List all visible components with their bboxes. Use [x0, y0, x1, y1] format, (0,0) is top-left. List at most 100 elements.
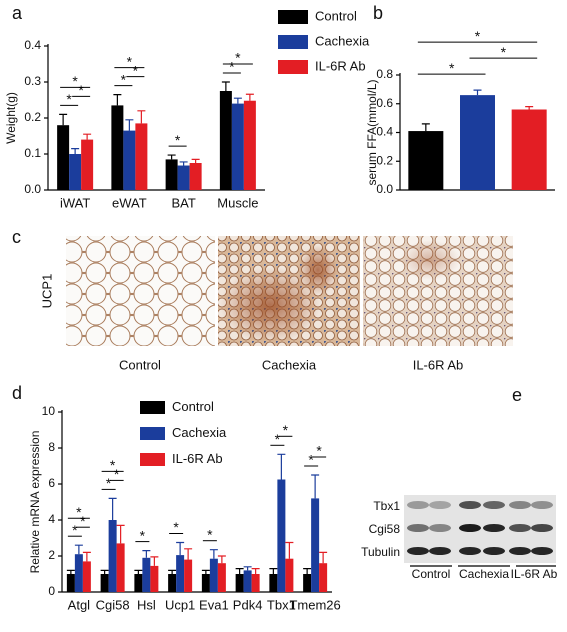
x-tick-label: Ucp1	[165, 597, 195, 612]
caption: Cachexia	[262, 357, 317, 372]
significance-label: *	[78, 82, 84, 98]
bar	[168, 574, 177, 592]
x-tick-label: Atgl	[68, 597, 91, 612]
bar	[408, 131, 444, 190]
error-bar	[277, 453, 286, 480]
significance-label: *	[275, 431, 281, 447]
significance-label: *	[316, 443, 322, 459]
bar	[116, 543, 125, 592]
significance-label: *	[308, 452, 314, 468]
band	[531, 501, 553, 509]
y-tick-label: 6	[48, 476, 55, 490]
error-bar	[285, 541, 294, 559]
bar	[277, 479, 286, 592]
bar	[460, 95, 495, 190]
error-bar	[59, 113, 68, 126]
bar	[319, 563, 328, 592]
legend-swatch	[278, 35, 308, 49]
band	[483, 501, 505, 509]
stain	[298, 245, 338, 295]
band	[531, 524, 553, 532]
row-label: Tubulin	[361, 545, 400, 559]
x-tick-label: Eva1	[199, 597, 229, 612]
band	[531, 547, 553, 555]
x-tick-label: eWAT	[112, 195, 147, 210]
y-tick-label: 0.4	[376, 125, 393, 139]
error-bar	[243, 566, 252, 571]
bar	[123, 130, 136, 190]
error-bar	[191, 158, 200, 163]
significance-label: *	[121, 71, 127, 87]
band	[429, 501, 451, 509]
error-bar	[311, 474, 320, 499]
error-bar	[100, 569, 109, 574]
row-label: UCP1	[39, 274, 54, 309]
x-tick-label: iWAT	[60, 195, 90, 210]
bar	[69, 154, 82, 190]
y-axis-label: serum FFA(mmol/L)	[365, 79, 379, 185]
row-label: Cgi58	[369, 522, 401, 536]
error-bar	[319, 551, 328, 564]
bar	[165, 159, 178, 190]
band	[459, 524, 481, 532]
error-bar	[179, 161, 188, 166]
band	[407, 524, 429, 532]
y-axis-label: Relative mRNA expression	[28, 431, 42, 574]
bar	[81, 139, 94, 190]
error-bar	[235, 568, 244, 574]
bar	[82, 561, 91, 592]
error-bar	[525, 106, 534, 110]
band	[509, 547, 531, 555]
panel-label: a	[12, 3, 23, 23]
error-bar	[201, 569, 210, 574]
legend-swatch	[140, 453, 165, 466]
significance-label: *	[501, 44, 507, 60]
bar	[150, 565, 159, 592]
significance-label: *	[76, 504, 82, 520]
error-bar	[217, 555, 226, 564]
significance-label: *	[475, 28, 481, 44]
band	[429, 524, 451, 532]
y-tick-label: 4	[48, 512, 55, 526]
significance-label: *	[110, 457, 116, 473]
panel-label: c	[12, 227, 21, 247]
bar	[511, 109, 547, 190]
group-label: IL-6R Ab	[511, 567, 558, 581]
error-bar	[71, 148, 80, 154]
caption: IL-6R Ab	[413, 357, 464, 372]
bar	[269, 574, 278, 592]
error-bar	[303, 568, 312, 574]
bar	[135, 123, 148, 190]
significance-label: *	[72, 73, 78, 89]
significance-label: *	[72, 522, 78, 538]
bar	[217, 563, 226, 592]
y-tick-label: 10	[42, 404, 56, 418]
bar	[219, 91, 232, 190]
band	[509, 524, 531, 532]
legend-label: IL-6R Ab	[172, 451, 223, 466]
panel-label: b	[373, 3, 383, 23]
y-tick-label: 0	[48, 584, 55, 598]
stain	[400, 240, 460, 280]
error-bar	[82, 551, 91, 562]
legend-label: IL-6R Ab	[315, 58, 366, 73]
error-bar	[168, 569, 177, 574]
significance-label: *	[106, 475, 112, 491]
error-bar	[142, 550, 151, 558]
band	[483, 547, 505, 555]
y-tick-label: 0.0	[24, 182, 41, 196]
bar	[243, 100, 256, 190]
group-label: Control	[412, 567, 451, 581]
legend-swatch	[278, 10, 308, 24]
significance-label: *	[114, 466, 120, 482]
group-label: Cachexia	[459, 567, 509, 581]
panel-label: e	[512, 385, 522, 405]
error-bar	[176, 541, 185, 556]
y-tick-label: 0.2	[24, 110, 41, 124]
bar	[108, 520, 117, 592]
error-bar	[251, 568, 260, 574]
y-tick-label: 0.2	[376, 153, 393, 167]
error-bar	[134, 569, 143, 574]
stain	[220, 267, 320, 343]
